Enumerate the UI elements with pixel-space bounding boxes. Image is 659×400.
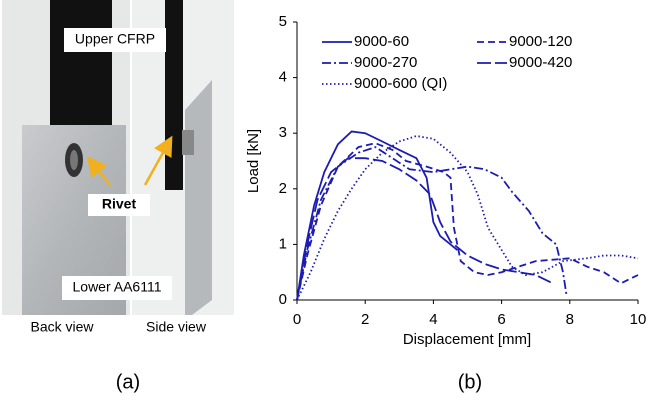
y-tick-label: 3 (279, 124, 287, 141)
photo-label: Rivet (102, 196, 137, 212)
photo-label: Upper CFRP (75, 31, 155, 47)
legend-label: 9000-600 (QI) (354, 75, 447, 92)
series-line (296, 135, 639, 301)
photo-label: Side view (146, 319, 207, 335)
x-tick-label: 8 (566, 311, 574, 328)
y-tick-label: 1 (279, 235, 287, 252)
y-tick-label: 5 (279, 13, 287, 30)
series-line (296, 142, 639, 301)
x-tick-label: 0 (293, 311, 301, 328)
series-line (296, 130, 458, 301)
y-tick-label: 4 (279, 69, 287, 86)
photo-label: Back view (30, 319, 94, 335)
legend-label: 9000-270 (354, 54, 417, 71)
x-axis-label: Displacement [mm] (403, 331, 531, 348)
y-tick-label: 0 (279, 291, 287, 308)
x-tick-label: 4 (429, 311, 437, 328)
x-tick-label: 2 (361, 311, 369, 328)
legend-label: 9000-420 (509, 54, 572, 71)
series-line (296, 157, 554, 301)
photo: Upper CFRP Rivet Lower AA6111 Back view … (2, 0, 234, 335)
y-tick-label: 2 (279, 180, 287, 197)
photo-label: Lower AA6111 (73, 279, 162, 295)
y-axis-label: Load [kN] (245, 129, 262, 193)
panel-label: (b) (458, 371, 482, 393)
panel-label: (a) (116, 371, 140, 393)
legend-label: 9000-60 (354, 33, 409, 50)
x-tick-label: 10 (630, 311, 647, 328)
legend-label: 9000-120 (509, 33, 572, 50)
x-tick-label: 6 (497, 311, 505, 328)
series-line (296, 146, 568, 301)
